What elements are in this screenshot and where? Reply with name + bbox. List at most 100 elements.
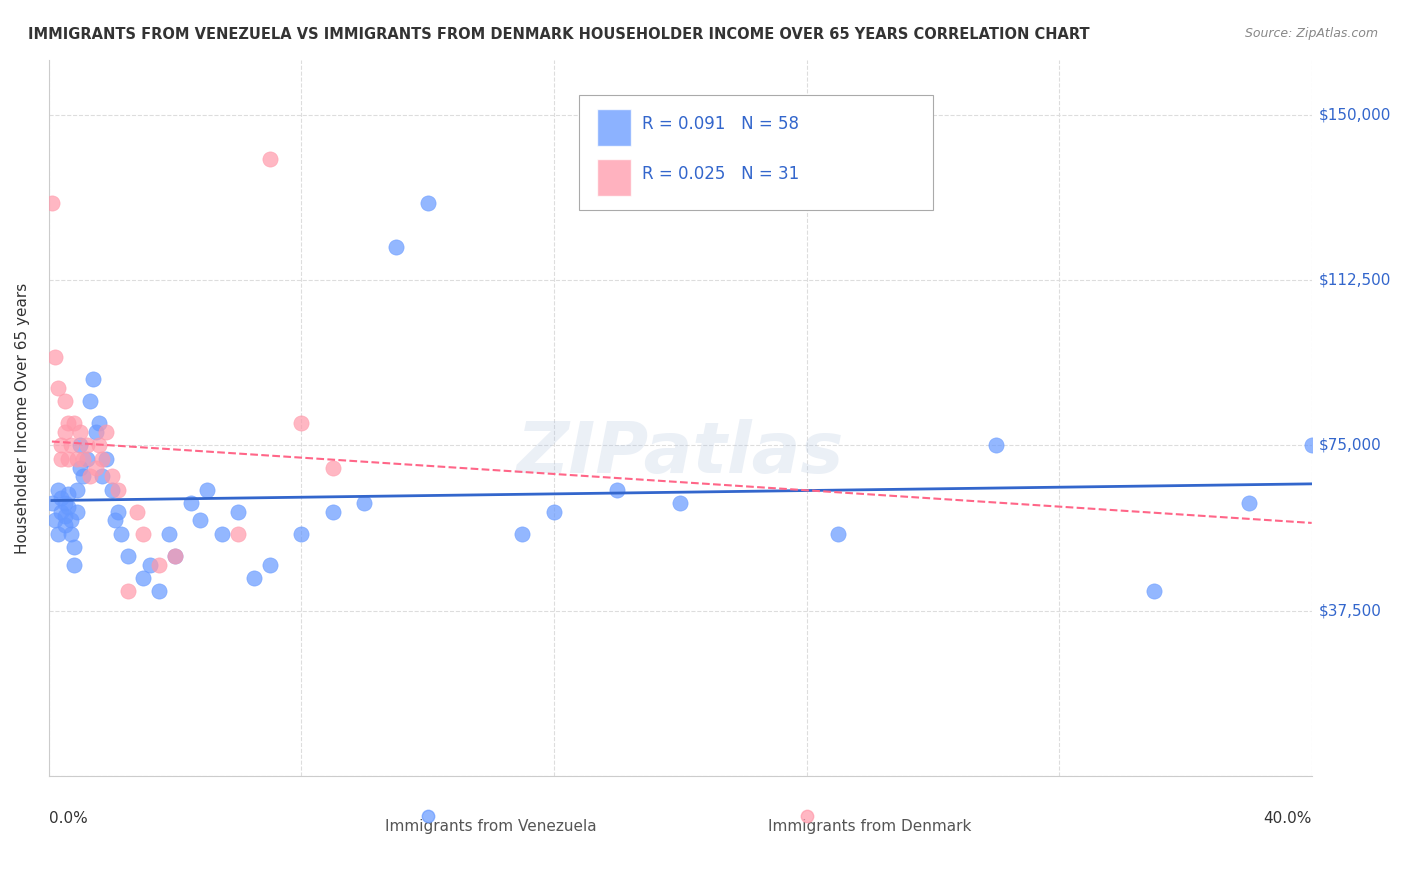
Point bbox=[104, 513, 127, 527]
Text: ZIPatlas: ZIPatlas bbox=[516, 419, 844, 488]
Point bbox=[63, 540, 86, 554]
Point bbox=[127, 505, 149, 519]
Point bbox=[385, 240, 408, 254]
Point bbox=[72, 469, 94, 483]
Point bbox=[51, 505, 73, 519]
Point bbox=[41, 195, 63, 210]
FancyBboxPatch shape bbox=[579, 95, 932, 211]
Point bbox=[226, 526, 249, 541]
Point bbox=[79, 469, 101, 483]
Point bbox=[512, 526, 534, 541]
Point bbox=[69, 425, 91, 440]
Text: Immigrants from Venezuela: Immigrants from Venezuela bbox=[385, 819, 596, 834]
Point bbox=[66, 451, 89, 466]
Point bbox=[59, 438, 82, 452]
Text: IMMIGRANTS FROM VENEZUELA VS IMMIGRANTS FROM DENMARK HOUSEHOLDER INCOME OVER 65 : IMMIGRANTS FROM VENEZUELA VS IMMIGRANTS … bbox=[28, 27, 1090, 42]
Text: Immigrants from Denmark: Immigrants from Denmark bbox=[768, 819, 972, 834]
Point bbox=[46, 483, 69, 497]
Point bbox=[46, 526, 69, 541]
Point bbox=[1143, 584, 1166, 599]
Point bbox=[322, 460, 344, 475]
Point bbox=[53, 425, 76, 440]
Point bbox=[606, 483, 628, 497]
Point bbox=[51, 438, 73, 452]
Point bbox=[984, 438, 1007, 452]
Point bbox=[56, 417, 79, 431]
Point bbox=[101, 483, 124, 497]
Point bbox=[76, 438, 98, 452]
Point bbox=[94, 451, 117, 466]
Point bbox=[669, 496, 692, 510]
Point bbox=[353, 496, 375, 510]
Point bbox=[56, 487, 79, 501]
Point bbox=[117, 584, 139, 599]
Point bbox=[195, 483, 218, 497]
Point bbox=[259, 152, 281, 166]
Point bbox=[89, 438, 111, 452]
Text: $37,500: $37,500 bbox=[1319, 603, 1382, 618]
Point bbox=[110, 526, 132, 541]
Point bbox=[163, 549, 186, 563]
Point bbox=[101, 469, 124, 483]
Point bbox=[89, 417, 111, 431]
Point bbox=[188, 513, 211, 527]
Point bbox=[56, 451, 79, 466]
Text: R = 0.025   N = 31: R = 0.025 N = 31 bbox=[643, 165, 800, 183]
Point bbox=[59, 513, 82, 527]
Point bbox=[59, 526, 82, 541]
Text: 0.0%: 0.0% bbox=[49, 811, 87, 826]
Point bbox=[91, 451, 114, 466]
Point bbox=[53, 394, 76, 409]
Point bbox=[53, 517, 76, 532]
Point bbox=[107, 483, 129, 497]
Point bbox=[139, 558, 162, 572]
Point bbox=[180, 496, 202, 510]
Point bbox=[107, 505, 129, 519]
Text: $150,000: $150,000 bbox=[1319, 107, 1391, 122]
Point bbox=[1301, 438, 1323, 452]
Point bbox=[1237, 496, 1260, 510]
Point bbox=[53, 496, 76, 510]
Point bbox=[94, 425, 117, 440]
Point bbox=[827, 526, 849, 541]
Point bbox=[56, 500, 79, 515]
Text: Source: ZipAtlas.com: Source: ZipAtlas.com bbox=[1244, 27, 1378, 40]
Point bbox=[63, 558, 86, 572]
Text: 40.0%: 40.0% bbox=[1264, 811, 1312, 826]
Point bbox=[243, 571, 266, 585]
Point bbox=[51, 451, 73, 466]
Point bbox=[76, 451, 98, 466]
Point bbox=[72, 451, 94, 466]
Text: R = 0.091   N = 58: R = 0.091 N = 58 bbox=[643, 115, 800, 133]
Point bbox=[148, 558, 170, 572]
Point bbox=[79, 394, 101, 409]
Point bbox=[63, 417, 86, 431]
Point bbox=[46, 381, 69, 395]
Point bbox=[44, 513, 66, 527]
Point bbox=[91, 469, 114, 483]
Point bbox=[41, 496, 63, 510]
FancyBboxPatch shape bbox=[598, 109, 631, 146]
Point bbox=[66, 505, 89, 519]
Point bbox=[69, 438, 91, 452]
Text: $75,000: $75,000 bbox=[1319, 438, 1381, 453]
Point bbox=[53, 508, 76, 523]
FancyBboxPatch shape bbox=[598, 159, 631, 196]
Point bbox=[163, 549, 186, 563]
Point bbox=[226, 505, 249, 519]
Point bbox=[132, 526, 155, 541]
Point bbox=[416, 195, 439, 210]
Point bbox=[984, 769, 1007, 783]
Point bbox=[84, 425, 107, 440]
Point bbox=[543, 505, 565, 519]
Point bbox=[290, 417, 312, 431]
Point bbox=[44, 351, 66, 365]
Point bbox=[322, 505, 344, 519]
Point bbox=[69, 460, 91, 475]
Point bbox=[290, 526, 312, 541]
Text: $112,500: $112,500 bbox=[1319, 273, 1391, 287]
Point bbox=[51, 491, 73, 506]
Point bbox=[84, 460, 107, 475]
Point bbox=[211, 526, 233, 541]
Point bbox=[117, 549, 139, 563]
